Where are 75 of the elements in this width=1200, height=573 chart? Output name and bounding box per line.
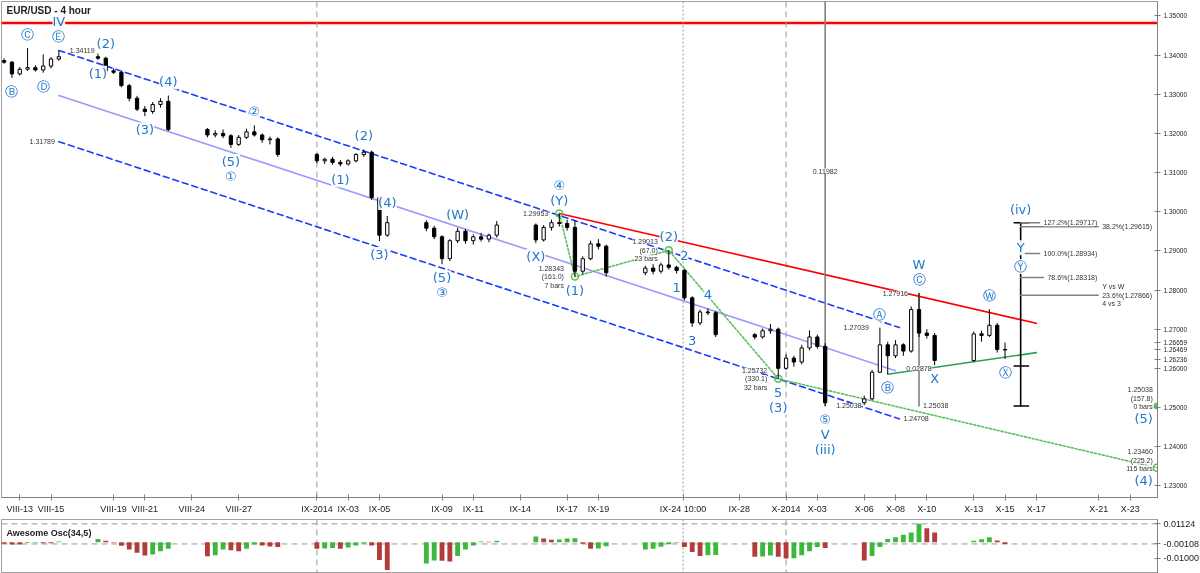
annotation: Ⓐ [873, 306, 887, 322]
annotation: ④ [553, 177, 566, 193]
x-tick-label: VIII-24 [178, 503, 206, 514]
y-tick-label: -0.01000 [1163, 553, 1200, 564]
annotation: (iii) [814, 441, 836, 457]
y-tick-label: 0.01124 [1163, 518, 1196, 529]
annotation: (W) [446, 206, 470, 222]
x-tick-label: X-03 [807, 503, 827, 514]
x-tick-label: IX-17 [556, 503, 578, 514]
annotation: 5 [774, 384, 783, 400]
x-tick-label: VIII-15 [37, 503, 65, 514]
x-tick-label: IX-11 [462, 503, 484, 514]
annotation: (3) [769, 399, 788, 415]
annotation: Ⓒ [912, 272, 926, 288]
annotation: (2) [96, 35, 115, 51]
y-tick-label: -0.00108 [1163, 538, 1200, 549]
annotation: ⑤ [819, 411, 831, 427]
x-tick-label: IX-03 [337, 503, 359, 514]
x-tick-label: X-10 [917, 503, 937, 514]
annotation: W [912, 257, 926, 273]
annotation: (2) [659, 229, 678, 245]
annotation: 2 [680, 247, 689, 263]
annotation: (4) [159, 74, 178, 90]
annotation: (5) [221, 153, 241, 169]
annotation: ③ [436, 285, 448, 301]
annotation: IV [52, 14, 66, 30]
annotation: 4 [703, 287, 713, 303]
x-tick-label: X-21 [1089, 503, 1109, 514]
x-tick-label: VIII-21 [131, 503, 159, 514]
x-tick-label: IX-14 [509, 503, 531, 514]
annotation: X [930, 371, 940, 387]
text: Awesome Osc(34,5) [6, 527, 92, 538]
annotation: (5) [432, 270, 452, 286]
x-tick-label: X-15 [995, 503, 1015, 514]
annotation: (3) [135, 122, 155, 138]
annotation: (Y) [550, 192, 569, 208]
annotation: Ⓧ [998, 365, 1012, 381]
annotation: (1) [565, 282, 585, 298]
x-tick-label: X-17 [1026, 503, 1046, 514]
x-tick-label: VIII-13 [6, 503, 34, 514]
annotation: (1) [331, 172, 350, 188]
annotation: (X) [526, 249, 546, 265]
annotation: Ⓦ [982, 288, 996, 304]
x-tick-label: IX-28 [728, 503, 750, 514]
x-tick-label: IX-19 [587, 503, 610, 514]
annotation: 3 [688, 332, 697, 348]
x-tick-label: VIII-19 [100, 503, 127, 514]
x-tick-label: IX-05 [368, 503, 391, 514]
annotation: ② [248, 104, 261, 120]
annotation: Ⓔ [52, 29, 66, 45]
annotation: 1 [672, 279, 681, 295]
annotation: Y [1015, 240, 1025, 256]
annotation: ① [225, 168, 237, 184]
annotation: (iv) [1009, 201, 1032, 217]
x-tick-label: X-13 [964, 503, 984, 514]
annotation: (2) [354, 128, 374, 144]
annotation: (4) [1134, 473, 1153, 488]
annotation: V [820, 426, 830, 442]
x-tick-label: VIII-27 [225, 503, 252, 514]
x-tick-label: X-23 [1120, 503, 1140, 514]
annotation: (4) [378, 195, 397, 211]
annotation: Ⓒ [21, 27, 35, 43]
x-tick-label: X-06 [854, 503, 874, 514]
annotation: Ⓑ [5, 83, 19, 99]
x-tick-label: IX-24 10:00 [659, 503, 707, 514]
chart-title: EUR/USD - 4 hour [6, 4, 92, 16]
x-tick-label: X-08 [886, 503, 906, 514]
annotation: Ⓓ [36, 78, 50, 94]
annotation: Ⓑ [881, 380, 895, 396]
x-tick-label: IX-09 [431, 503, 453, 514]
annotation: (3) [370, 247, 389, 263]
annotation: (5) [1134, 411, 1153, 427]
x-tick-label: X-2014 [771, 503, 801, 514]
x-tick-label: IX-2014 [301, 503, 333, 514]
annotation: (1) [88, 65, 108, 81]
